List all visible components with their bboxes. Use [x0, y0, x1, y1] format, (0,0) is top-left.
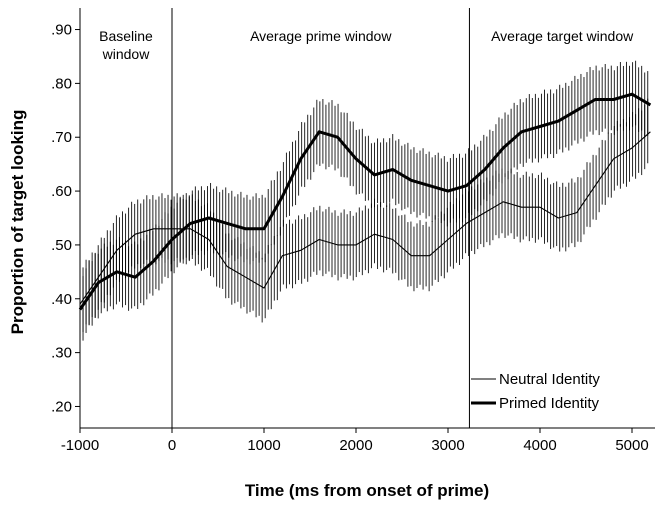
legend-label-neutral-identity: Neutral Identity [499, 371, 600, 388]
x-tick-label: 4000 [523, 437, 556, 454]
window-label-0-0: Baseline [99, 28, 153, 44]
x-tick-label: 2000 [339, 437, 372, 454]
x-tick-label: 5000 [615, 437, 648, 454]
x-tick-label: 3000 [431, 437, 464, 454]
y-tick-label: .60 [51, 183, 72, 200]
window-dividers [171, 8, 470, 428]
x-axis-ticks: -1000 0 1000 2000 3000 4000 5000 [61, 428, 649, 454]
y-tick-label: .50 [51, 237, 72, 254]
x-tick-label: 1000 [247, 437, 280, 454]
y-axis-title: Proportion of target looking [8, 110, 27, 335]
series-line-primed-identity [78, 92, 652, 311]
x-tick-label: 0 [168, 437, 176, 454]
y-tick-label: .30 [51, 345, 72, 362]
window-labels: Baseline window Average prime window Averag… [99, 28, 634, 62]
y-tick-label: .90 [51, 22, 72, 39]
legend-label-primed-identity: Primed Identity [499, 395, 600, 412]
y-tick-label: .80 [51, 75, 72, 92]
series-lines [78, 92, 652, 311]
window-label-1-0: Average prime window [250, 28, 392, 44]
x-tick-label: -1000 [61, 437, 99, 454]
window-label-0-1: window [102, 46, 151, 62]
axes [79, 8, 655, 429]
y-tick-label: .20 [51, 398, 72, 415]
window-label-2-0: Average target window [491, 28, 634, 44]
error-bars [79, 60, 649, 341]
legend: Neutral Identity Primed Identity [471, 371, 600, 412]
y-axis-ticks: .20 .30 .40 .50 .60 .70 .80 .90 [51, 22, 80, 415]
series-line-neutral-identity [79, 131, 651, 305]
x-axis-title: Time (ms from onset of prime) [245, 481, 489, 500]
y-tick-label: .40 [51, 291, 72, 308]
y-tick-label: .70 [51, 129, 72, 146]
